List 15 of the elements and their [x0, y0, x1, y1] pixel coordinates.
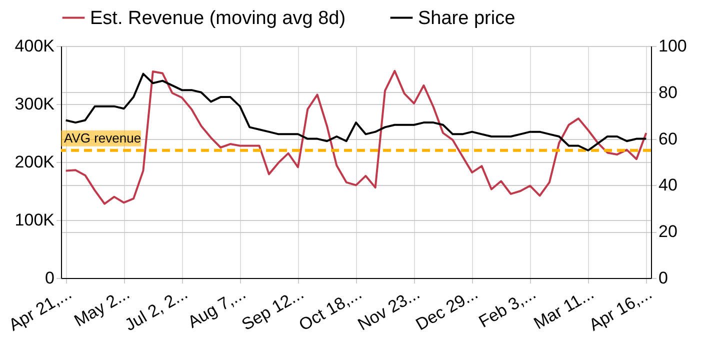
- y-tick-label: 100K: [14, 210, 56, 230]
- y2-tick-label: 80: [658, 82, 678, 102]
- y-tick-label: 400K: [14, 36, 56, 56]
- y2-tick-label: 0: [658, 268, 668, 288]
- y2-tick-label: 100: [658, 36, 687, 56]
- line-series: [64, 72, 648, 152]
- line-series: [64, 70, 648, 205]
- y2-tick-label: 20: [658, 222, 678, 242]
- y-tick-label: 200K: [14, 152, 56, 172]
- legend-label: Est. Revenue (moving avg 8d): [90, 8, 346, 29]
- y2-tick-label: 40: [658, 176, 678, 195]
- ref-line-label: AVG revenue: [64, 130, 142, 146]
- y2-tick-label: 60: [658, 129, 678, 148]
- legend-label: Share price: [418, 8, 516, 29]
- y-tick-label: 300K: [14, 94, 56, 114]
